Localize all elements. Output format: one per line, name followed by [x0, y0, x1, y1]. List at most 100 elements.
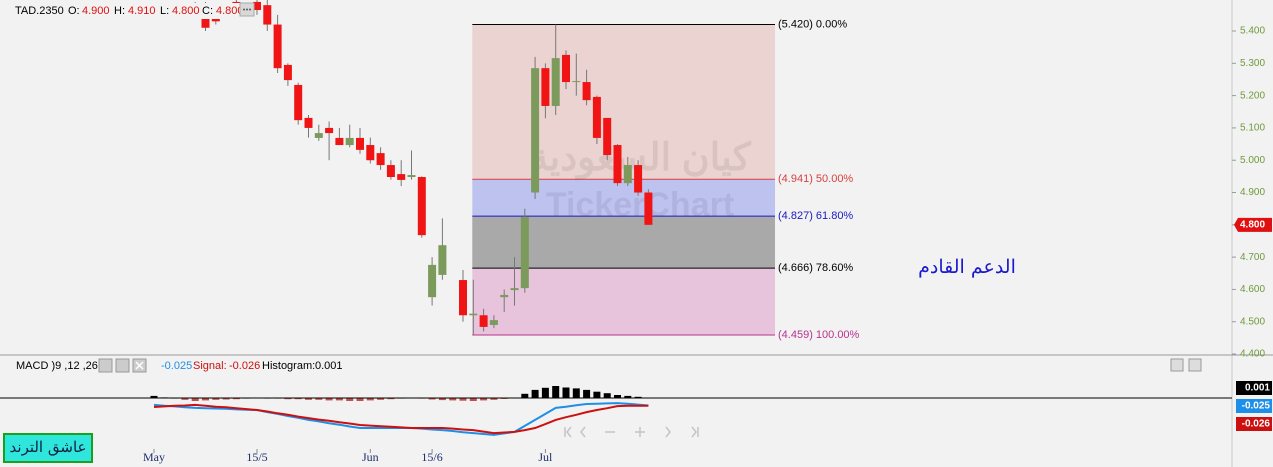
nav-end[interactable]: [691, 426, 699, 438]
candle-body: [366, 145, 375, 161]
candle-body: [356, 137, 364, 150]
candle-body: [376, 153, 385, 166]
badge-box: [3, 433, 93, 463]
ohlc-label: H:: [114, 5, 125, 17]
y-tick-label: 5.100: [1240, 123, 1265, 134]
candle-body: [551, 58, 560, 106]
nav-zoom-in[interactable]: [635, 427, 645, 437]
candle-body: [592, 96, 601, 138]
value-tag-label: 0.001: [1245, 383, 1270, 394]
nav-prev[interactable]: [580, 426, 586, 438]
candle-body: [541, 68, 550, 106]
histogram-bar: [614, 395, 621, 398]
histogram-bar: [335, 398, 343, 401]
annotation: الدعم القادم: [918, 256, 1016, 278]
histogram-bar: [531, 389, 539, 398]
navigation: [564, 426, 699, 438]
histogram-bar: [438, 398, 446, 401]
dot: [246, 8, 248, 11]
y-tick-label: 4.700: [1240, 252, 1265, 263]
histogram-bar: [232, 398, 240, 400]
nav-next[interactable]: [665, 426, 671, 438]
value-tag: [1236, 381, 1272, 395]
minimize-button[interactable]: [1170, 358, 1184, 372]
histogram-bar: [562, 387, 570, 398]
candle-body: [397, 174, 406, 180]
ohlc-label: O:: [68, 5, 80, 17]
candle-body: [634, 165, 643, 193]
fib-label: (4.666) 78.60%: [778, 262, 853, 274]
last-price-tag: [1234, 217, 1272, 232]
badge: عاشق الترند: [3, 433, 93, 463]
histogram-bar: [150, 395, 158, 398]
value-tag: [1236, 399, 1272, 413]
histogram-bar: [428, 398, 436, 400]
candle-body: [510, 288, 519, 291]
macd-value: -0.025: [161, 360, 192, 372]
candle-body: [263, 5, 272, 25]
histogram-bar: [191, 398, 199, 401]
value-tag-label: -0.025: [1242, 401, 1271, 412]
candle-body: [283, 64, 292, 81]
value-tag: [1236, 417, 1272, 431]
badge-text: عاشق الترند: [10, 438, 87, 456]
y-tick-label: 5.000: [1240, 155, 1265, 166]
last-price-label: 4.800: [1240, 219, 1265, 230]
candle-body: [304, 117, 313, 128]
value-tag-label: -0.026: [1242, 419, 1271, 430]
candle-body: [325, 127, 334, 134]
x-tick-label: May: [143, 450, 165, 464]
histogram-bar: [593, 391, 601, 398]
histogram-bar: [459, 398, 467, 401]
x-tick-label: Jul: [538, 450, 553, 464]
histogram-bar: [480, 398, 488, 401]
histogram-bar: [325, 398, 333, 401]
ohlc-value: 4.800: [216, 5, 244, 17]
histogram-bar: [377, 398, 385, 400]
candle-body: [428, 264, 437, 298]
settings-button[interactable]: [115, 358, 130, 373]
ohlc-value: 4.900: [82, 5, 110, 17]
histogram-bar: [346, 398, 354, 401]
histogram-bar: [449, 398, 457, 401]
histogram-bar: [624, 395, 632, 398]
candle-body: [603, 117, 612, 156]
candle-body: [314, 133, 323, 138]
dot: [243, 8, 245, 11]
fib-zone: [472, 179, 775, 217]
symbol: TAD.2350: [15, 5, 64, 17]
candle-body: [562, 54, 570, 83]
nav-start[interactable]: [564, 426, 572, 438]
visibility-button[interactable]: [98, 358, 113, 373]
candle-body: [417, 177, 426, 236]
candle-body: [572, 81, 581, 83]
header: TAD.2350 O: 4.900 H: 4.910 L: 4.800 C: 4…: [10, 2, 255, 19]
histogram-bar: [490, 398, 498, 400]
y-tick-label: 4.400: [1240, 349, 1265, 360]
histogram-bar: [305, 398, 312, 400]
histogram-bar: [181, 398, 189, 400]
ohlc-label: L:: [160, 5, 169, 17]
histogram-bar: [202, 398, 209, 401]
candle-body: [273, 24, 282, 69]
y-tick-label: 5.200: [1240, 90, 1265, 101]
histogram-bar: [212, 398, 220, 400]
x-tick-label: Jun: [362, 450, 379, 464]
fib-label: (4.827) 61.80%: [778, 210, 853, 222]
close-icon: [135, 361, 144, 370]
histogram-bar: [294, 398, 302, 400]
histogram-bar: [603, 393, 611, 398]
histogram-bar: [315, 398, 323, 400]
macd-title: MACD )9 ,12 ,26(: [16, 360, 102, 372]
macd-header: MACD )9 ,12 ,26( -0.025 Signal: -0.026 H…: [16, 358, 1202, 438]
candle-body: [531, 68, 540, 193]
candle-body: [479, 315, 488, 327]
fib-zone: [472, 24, 775, 180]
histogram-bar: [366, 398, 374, 401]
maximize-button[interactable]: [1188, 358, 1202, 372]
fib-label: (4.941) 50.00%: [778, 173, 853, 185]
fib-zone: [472, 268, 775, 335]
axes: 4.400 4.500 4.600 4.700 4.800 4.900 5.000 5.100…: [143, 26, 1272, 464]
